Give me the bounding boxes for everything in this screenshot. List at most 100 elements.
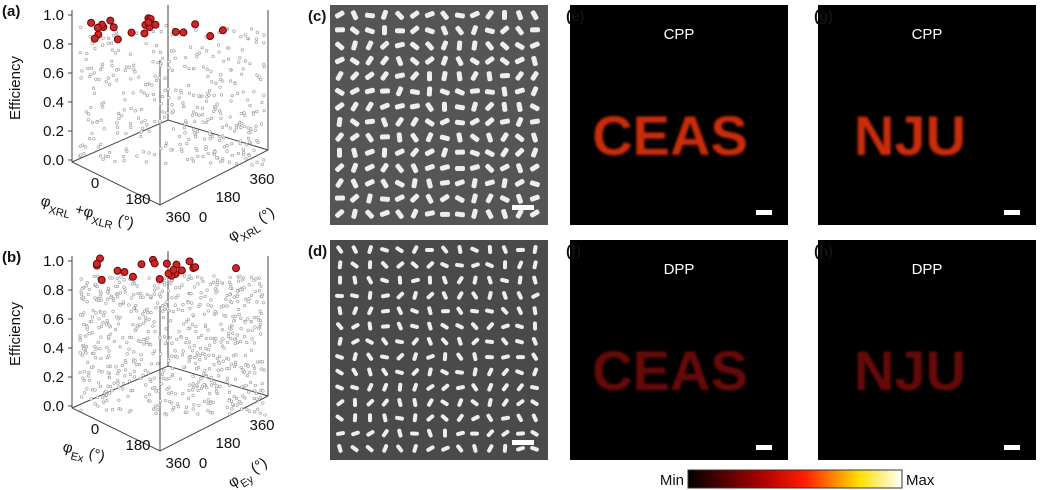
cloud-dot — [189, 276, 193, 281]
scale-bar — [756, 445, 772, 450]
nano-rod — [396, 353, 405, 361]
nano-rod — [335, 293, 344, 298]
cloud-dot — [156, 60, 160, 65]
cloud-dot — [125, 340, 129, 345]
cloud-dot — [175, 337, 179, 342]
cloud-dot — [161, 56, 165, 60]
cloud-dot — [187, 359, 191, 364]
cloud-dot — [255, 138, 259, 143]
cloud-dot — [255, 397, 259, 401]
cloud-dot — [123, 98, 127, 102]
nano-rod — [335, 368, 344, 376]
cloud-dot — [138, 339, 142, 344]
cloud-dot — [237, 60, 241, 64]
cloud-dot — [179, 335, 184, 339]
nano-rod — [532, 260, 538, 270]
cloud-dot — [201, 154, 205, 159]
cloud-dot — [86, 292, 90, 296]
cloud-dot — [253, 325, 257, 329]
nano-rod — [364, 27, 375, 35]
cloud-dot — [144, 395, 148, 399]
cloud-dot — [109, 41, 114, 45]
cloud-dot — [248, 370, 252, 374]
nano-rod — [457, 336, 463, 346]
cloud-dot — [211, 353, 216, 357]
cloud-dot — [145, 307, 149, 312]
nano-rod — [381, 147, 388, 158]
cloud-dot — [152, 153, 157, 157]
cloud-dot — [96, 340, 100, 344]
cloud-dot — [170, 372, 175, 377]
cloud-dot — [113, 284, 118, 288]
cloud-dot — [249, 320, 254, 324]
nano-rod — [424, 11, 435, 19]
cloud-dot — [210, 116, 214, 121]
cloud-dot — [205, 49, 209, 53]
cloud-dot — [123, 290, 127, 294]
cloud-dot — [103, 154, 108, 158]
cloud-dot — [162, 335, 167, 339]
nano-rod — [502, 260, 508, 270]
y-tick-label: 0.4 — [43, 340, 64, 357]
cloud-dot — [82, 311, 86, 315]
cloud-dot — [152, 292, 156, 296]
cloud-dot — [238, 122, 242, 127]
nano-rod — [365, 209, 375, 219]
axis-label-part: XLR — [90, 215, 114, 232]
panel-label: (f) — [566, 243, 581, 260]
y-tick-label: 0.2 — [43, 123, 64, 140]
cloud-dot — [106, 41, 111, 45]
nano-rod — [424, 164, 435, 171]
nano-rod — [516, 355, 525, 360]
cloud-dot — [107, 334, 111, 339]
nano-rod — [380, 40, 390, 50]
top-dot — [206, 32, 215, 41]
nano-rod — [336, 399, 345, 407]
nano-rod — [409, 103, 420, 110]
cloud-dot — [151, 324, 155, 328]
cloud-dot — [116, 111, 120, 115]
cloud-dot — [115, 131, 120, 135]
cloud-dot — [159, 295, 163, 299]
cloud-dot — [114, 365, 118, 369]
cloud-dot — [153, 329, 157, 334]
cloud-dot — [148, 399, 152, 403]
cloud-dot — [98, 154, 103, 158]
cloud-dot — [107, 36, 111, 40]
nano-rod — [485, 209, 494, 220]
cloud-dot — [151, 92, 156, 97]
nano-rod — [411, 368, 420, 376]
cloud-dot — [78, 370, 82, 374]
cloud-dot — [165, 300, 169, 304]
nano-rod — [367, 413, 373, 423]
cloud-dot — [97, 369, 101, 373]
cloud-dot — [224, 297, 228, 301]
nano-rod — [381, 367, 389, 377]
cloud-dot — [175, 355, 179, 359]
cloud-dot — [206, 309, 210, 313]
cloud-dot — [139, 357, 143, 362]
nano-rod — [352, 398, 358, 407]
cloud-dot — [222, 314, 226, 318]
cloud-dot — [193, 135, 198, 139]
nano-rod — [470, 71, 479, 81]
cloud-dot — [79, 277, 83, 281]
cloud-dot — [135, 154, 139, 158]
nano-rod — [352, 352, 358, 362]
cloud-dot — [230, 324, 234, 328]
cloud-dot — [247, 297, 251, 301]
nano-rod — [426, 428, 433, 438]
nano-rod — [484, 89, 495, 95]
nano-rod — [395, 163, 404, 173]
cloud-dot — [151, 351, 155, 356]
nano-rod — [350, 193, 360, 203]
image-pattern: NJU — [854, 339, 966, 402]
cloud-dot — [99, 118, 103, 122]
cloud-dot — [260, 100, 264, 104]
cloud-dot — [162, 280, 167, 285]
panel-label: (b) — [2, 249, 21, 266]
cloud-dot — [138, 376, 143, 381]
cloud-dot — [106, 154, 110, 159]
cloud-dot — [96, 274, 100, 278]
nano-rod — [469, 133, 480, 142]
